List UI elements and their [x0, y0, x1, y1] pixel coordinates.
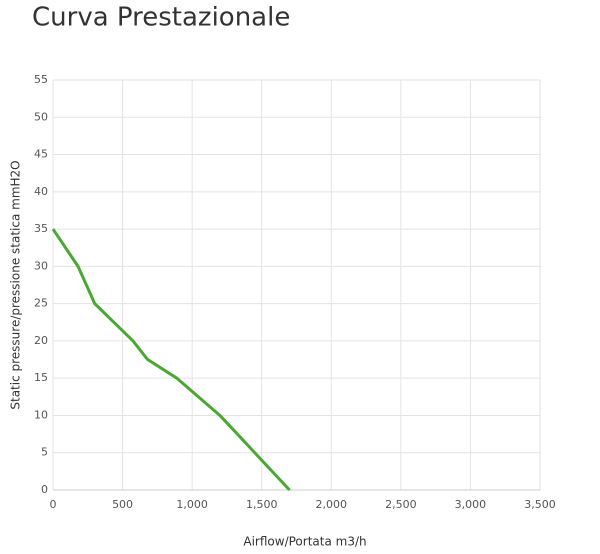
y-tick-label: 25 — [34, 297, 48, 310]
y-tick-label: 50 — [34, 110, 48, 123]
line-series — [51, 228, 291, 492]
y-tick-label: 5 — [41, 446, 48, 459]
x-axis-label: Airflow/Portata m3/h — [243, 535, 366, 549]
y-tick-label: 35 — [34, 222, 48, 235]
x-tick-label: 1,500 — [246, 498, 278, 511]
y-axis-label: Static pressure/pressione statica mmH2O — [9, 160, 23, 409]
y-tick-label: 30 — [34, 259, 48, 272]
y-tick-label: 0 — [41, 483, 48, 496]
x-tick-label: 500 — [112, 498, 133, 511]
x-tick-label: 2,000 — [316, 498, 348, 511]
y-tick-label: 10 — [34, 408, 48, 421]
chart-title: Curva Prestazionale — [32, 3, 290, 33]
y-tick-label: 20 — [34, 334, 48, 347]
x-tick-label: 0 — [50, 498, 57, 511]
x-tick-label: 3,500 — [524, 498, 556, 511]
x-tick-label: 1,000 — [176, 498, 208, 511]
y-tick-label: 40 — [34, 185, 48, 198]
x-tick-label: 3,000 — [455, 498, 487, 511]
x-tick-label: 2,500 — [385, 498, 417, 511]
y-tick-label: 15 — [34, 371, 48, 384]
y-tick-label: 55 — [34, 73, 48, 86]
y-tick-label: 45 — [34, 148, 48, 161]
